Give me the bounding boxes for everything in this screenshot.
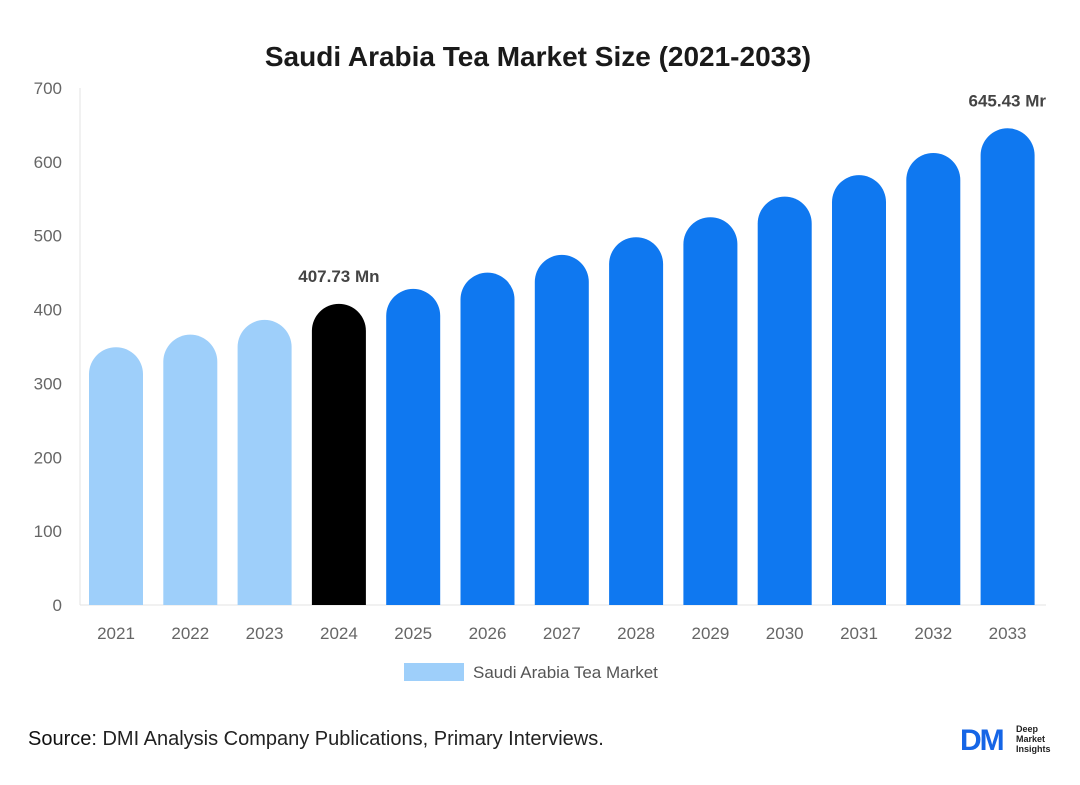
y-tick-label: 100 — [34, 522, 62, 541]
bars-group — [89, 128, 1035, 606]
bar-2033[interactable] — [980, 128, 1035, 606]
bar-2024[interactable] — [311, 303, 366, 605]
logo-mark: DM — [960, 724, 1005, 757]
x-tick-label: 2032 — [914, 624, 952, 643]
bar-2031[interactable] — [832, 175, 886, 605]
bar-2027[interactable] — [534, 254, 589, 605]
x-tick-label: 2027 — [543, 624, 581, 643]
bar-2023[interactable] — [237, 319, 292, 605]
x-tick-label: 2030 — [766, 624, 804, 643]
source-label: Source — [28, 728, 92, 750]
source-note: Source: DMI Analysis Company Publication… — [28, 728, 604, 751]
bar-2026[interactable] — [460, 272, 515, 605]
y-tick-label: 600 — [34, 153, 62, 172]
x-tick-label: 2024 — [320, 624, 358, 643]
y-tick-label: 0 — [53, 596, 62, 615]
x-tick-label: 2025 — [394, 624, 432, 643]
y-tick-label: 300 — [34, 374, 62, 393]
y-tick-label: 200 — [34, 448, 62, 467]
x-tick-label: 2023 — [246, 624, 284, 643]
chart-title: Saudi Arabia Tea Market Size (2021-2033) — [265, 41, 811, 72]
data-labels: 407.73 Mn 645.43 Mr — [298, 91, 1046, 286]
x-tick-label: 2029 — [691, 624, 729, 643]
x-tick-label: 2026 — [469, 624, 507, 643]
data-label-2024: 407.73 Mn — [298, 267, 379, 286]
x-tick-label: 2021 — [97, 624, 135, 643]
x-axis: 2021 2022 2023 2024 2025 2026 2027 2028 2029 2030… — [97, 624, 1026, 643]
legend-label: Saudi Arabia Tea Market — [473, 663, 658, 682]
x-tick-label: 2033 — [989, 624, 1027, 643]
source-text: : DMI Analysis Company Publications, Pri… — [91, 728, 604, 750]
bar-2032[interactable] — [906, 152, 961, 605]
bar-2030[interactable] — [757, 196, 812, 605]
data-label-2033: 645.43 Mr — [969, 91, 1047, 110]
bar-2028[interactable] — [609, 237, 664, 605]
y-tick-label: 400 — [34, 301, 62, 320]
x-tick-label: 2022 — [171, 624, 209, 643]
logo-line-2: Market — [1016, 734, 1046, 744]
bar-2021[interactable] — [89, 347, 143, 605]
x-tick-label: 2028 — [617, 624, 655, 643]
bar-2025[interactable] — [386, 288, 441, 605]
x-tick-label: 2031 — [840, 624, 878, 643]
y-tick-label: 500 — [34, 227, 62, 246]
bar-2029[interactable] — [683, 217, 738, 605]
logo-line-1: Deep — [1016, 724, 1039, 734]
dmi-logo: DM Deep Market Insights — [960, 724, 1060, 758]
bar-2022[interactable] — [163, 334, 218, 605]
legend-swatch — [404, 663, 464, 681]
logo-line-3: Insights — [1016, 744, 1051, 754]
y-tick-label: 700 — [34, 79, 62, 98]
logo-text: Deep Market Insights — [1016, 724, 1051, 754]
legend[interactable]: Saudi Arabia Tea Market — [404, 663, 658, 682]
